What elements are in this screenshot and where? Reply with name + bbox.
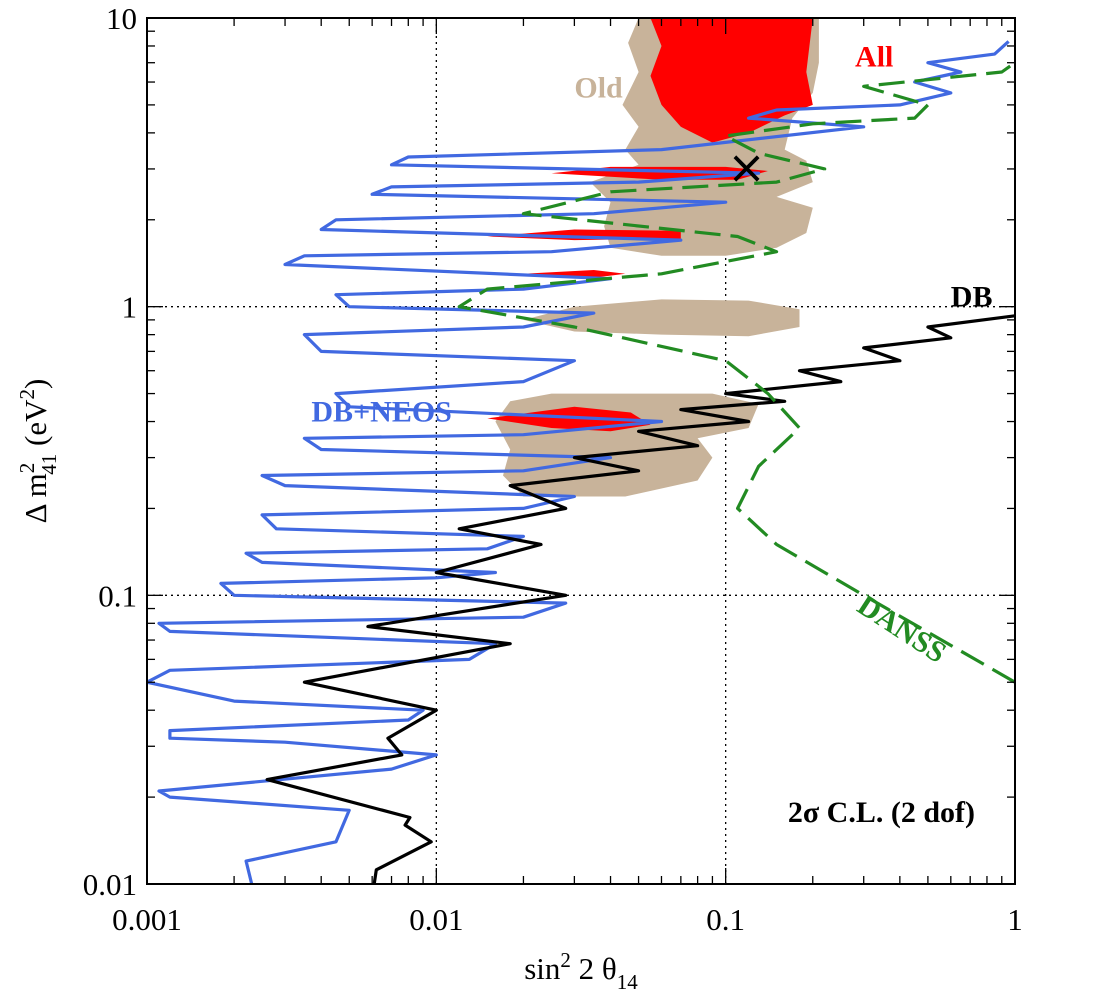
y-axis-title: Δ m241 (eV2) [15, 379, 61, 524]
label-db-neos: DB+NEOS [311, 396, 451, 429]
label-db: DB [951, 281, 993, 314]
x-axis-title: sin2 2 θ14 [524, 948, 638, 994]
y-tick-label: 10 [106, 1, 137, 36]
y-tick-label: 1 [122, 290, 138, 325]
curve-db-neos [147, 40, 1010, 884]
label-all: All [855, 40, 893, 73]
x-tick-label: 0.001 [112, 902, 182, 937]
x-tick-label: 0.1 [706, 902, 745, 937]
label-old: Old [574, 72, 623, 105]
x-tick-label: 1 [1007, 902, 1023, 937]
series-curves [147, 40, 1015, 884]
y-tick-label: 0.01 [83, 867, 137, 902]
curve-db [265, 314, 1015, 884]
annotation-cl: 2σ C.L. (2 dof) [788, 796, 975, 829]
x-tick-label: 0.01 [409, 902, 463, 937]
curve-danss [457, 61, 1015, 684]
best-fit-marker: × [727, 140, 766, 194]
best-fit: × [727, 140, 766, 194]
y-tick-label: 0.1 [98, 578, 137, 613]
region-old [523, 299, 800, 337]
plot-frame [146, 17, 1016, 885]
region-all [523, 270, 626, 278]
